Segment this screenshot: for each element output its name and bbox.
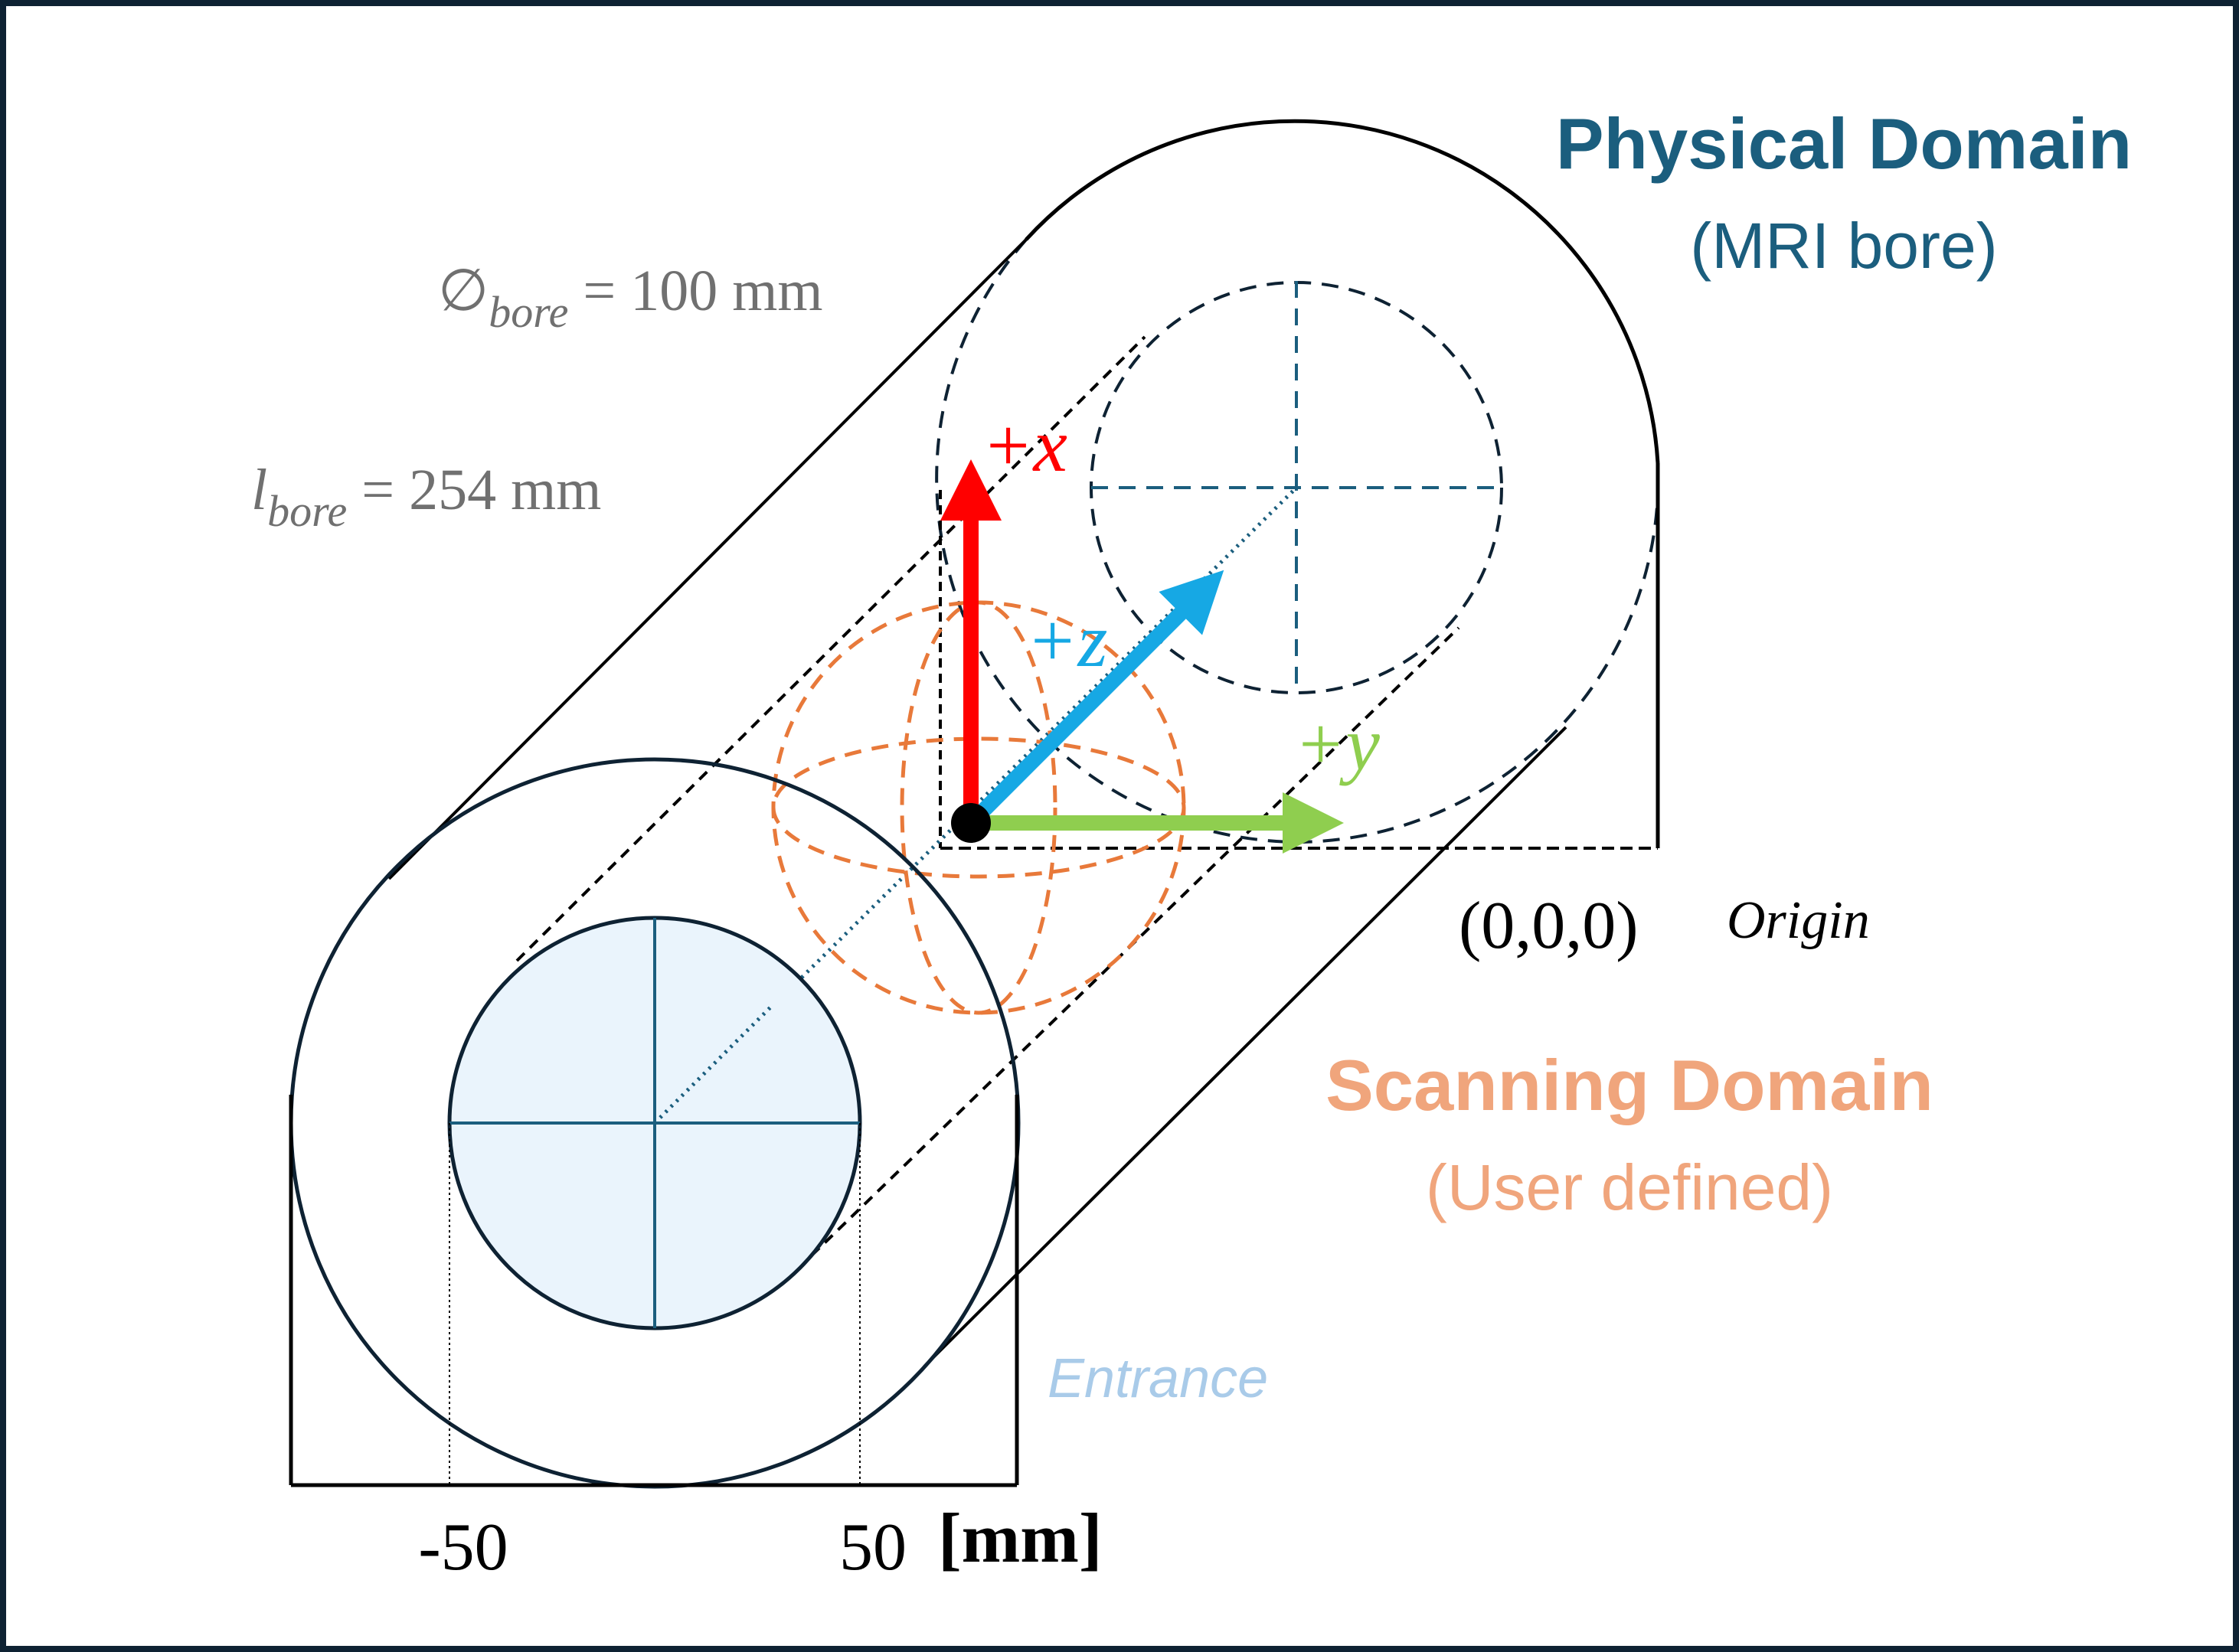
coordinate-axes	[940, 459, 1344, 854]
physical-domain-subtitle: (MRI bore)	[1690, 210, 1997, 282]
tick-label-plus50: 50	[839, 1510, 907, 1585]
scanning-domain-subtitle: (User defined)	[1426, 1151, 1833, 1223]
bore-diameter-label: ∅bore = 100 mm	[438, 259, 822, 337]
z-axis-label: +z	[1026, 598, 1107, 683]
origin-label: Origin	[1727, 891, 1870, 950]
bore-front-end	[289, 757, 1021, 1489]
physical-domain-title: Physical Domain	[1556, 103, 2132, 184]
scanning-domain-title: Scanning Domain	[1325, 1045, 1933, 1125]
bore-tangent-top	[387, 238, 1028, 880]
x-axis-label: +x	[982, 403, 1067, 488]
bore-tangent-bottom	[923, 726, 1567, 1368]
entrance-label: Entrance	[1048, 1348, 1268, 1409]
origin-coords: (0,0,0)	[1459, 889, 1639, 963]
axis-unit-label: [mm]	[938, 1499, 1103, 1577]
origin-point	[951, 803, 991, 843]
y-axis-label: +y	[1294, 701, 1380, 786]
bore-length-label: lbore = 254 mm	[251, 458, 601, 536]
z-axis-arrow	[965, 570, 1224, 829]
tick-label-minus50: -50	[418, 1510, 508, 1585]
